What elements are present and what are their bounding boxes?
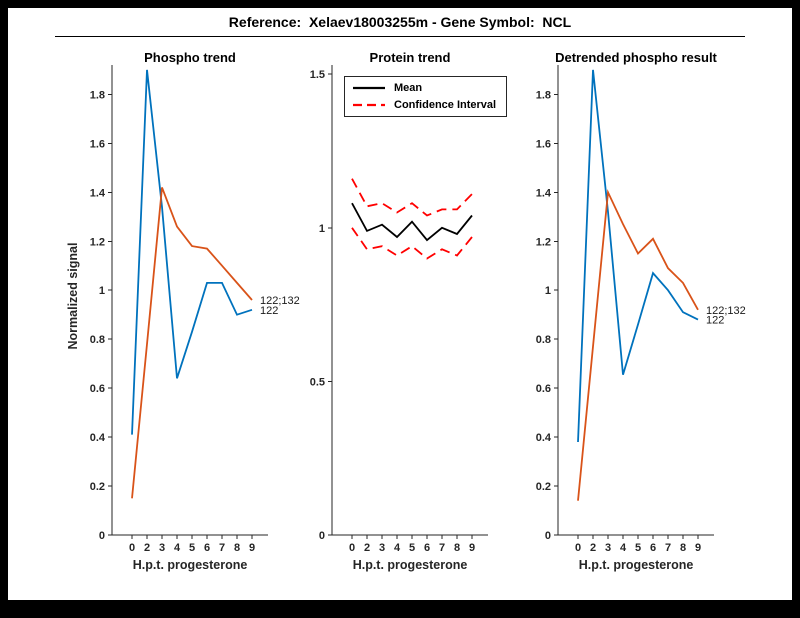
x-tick-label: 0 (129, 542, 135, 554)
xlabel-protein: H.p.t. progesterone (352, 558, 468, 572)
y-tick-label: 0.8 (536, 334, 551, 346)
x-tick-label: 4 (394, 542, 401, 554)
x-tick-label: 2 (590, 542, 596, 554)
legend-label-confidence-interval: Confidence Interval (394, 99, 497, 111)
y-tick-label: 1.4 (90, 187, 106, 199)
series-line-122 (131, 69, 253, 435)
series-end-label: 122;132 (260, 295, 300, 307)
y-tick-label: 0 (319, 530, 325, 542)
subplot-title-detrended: Detrended phospho result (555, 50, 717, 65)
x-tick-label: 0 (575, 542, 581, 554)
series-line-122-132 (131, 187, 253, 499)
y-tick-label: 1.8 (536, 89, 551, 101)
y-tick-label: 0.8 (90, 334, 105, 346)
series-end-label: 122;132 (706, 305, 746, 317)
x-tick-label: 3 (159, 542, 165, 554)
legend-label-mean: Mean (394, 82, 423, 94)
legend-row-confidence-interval: Confidence Interval (353, 98, 496, 112)
x-tick-label: 9 (695, 542, 701, 554)
y-tick-label: 0 (99, 530, 105, 542)
x-tick-label: 0 (349, 542, 355, 554)
x-tick-label: 2 (364, 542, 370, 554)
y-tick-label: 0.2 (536, 481, 551, 493)
x-tick-label: 3 (379, 542, 385, 554)
y-tick-label: 1.2 (90, 236, 105, 248)
y-tick-label: 1.5 (310, 69, 325, 81)
series-line-Confidence-Interval-upper (351, 178, 473, 217)
protein-legend: Mean Confidence Interval (344, 76, 508, 117)
x-tick-label: 8 (680, 542, 686, 554)
x-tick-label: 8 (234, 542, 240, 554)
x-tick-label: 6 (424, 542, 430, 554)
subplot-title-phospho: Phospho trend (144, 50, 236, 65)
x-tick-label: 7 (219, 542, 225, 554)
y-tick-label: 0.4 (90, 432, 106, 444)
x-tick-label: 3 (605, 542, 611, 554)
x-tick-label: 5 (635, 542, 641, 554)
confidence-interval-line-sample (353, 103, 385, 107)
x-tick-label: 2 (144, 542, 150, 554)
y-tick-label: 1.4 (536, 187, 552, 199)
y-tick-label: 0.2 (90, 481, 105, 493)
y-tick-label: 0 (545, 530, 551, 542)
y-tick-label: 0.5 (310, 376, 325, 388)
series-line-122 (577, 69, 699, 443)
series-end-label: 122 (706, 315, 724, 327)
y-tick-label: 1.6 (90, 138, 105, 150)
y-tick-label: 0.6 (90, 383, 105, 395)
xlabel-phospho: H.p.t. progesterone (132, 558, 248, 572)
title-rule (55, 36, 745, 37)
xlabel-detrended: H.p.t. progesterone (578, 558, 694, 572)
x-tick-label: 4 (174, 542, 181, 554)
x-tick-label: 7 (665, 542, 671, 554)
x-tick-label: 8 (454, 542, 460, 554)
x-tick-label: 9 (249, 542, 255, 554)
x-tick-label: 4 (620, 542, 627, 554)
figure-canvas: Reference: Xelaev18003255m - Gene Symbol… (8, 8, 792, 600)
y-tick-label: 1 (319, 223, 325, 235)
x-tick-label: 6 (650, 542, 656, 554)
figure-title: Reference: Xelaev18003255m - Gene Symbol… (228, 14, 572, 30)
plots-svg: 0 2 3 4 5 6 7 8 900.20.40.60.811.21.41.61.812212… (90, 65, 746, 554)
series-line-122-132 (577, 188, 699, 501)
legend-row-mean: Mean (353, 81, 496, 95)
series-end-label: 122 (260, 305, 278, 317)
x-tick-label: 5 (409, 542, 415, 554)
series-line-Mean (351, 202, 473, 242)
axis-spines (331, 65, 488, 536)
x-tick-label: 9 (469, 542, 475, 554)
y-tick-label: 0.4 (536, 432, 552, 444)
y-tick-label: 1.6 (536, 138, 551, 150)
y-tick-label: 1.8 (90, 89, 105, 101)
x-tick-label: 6 (204, 542, 210, 554)
ylabel-normalized-signal: Normalized signal (66, 242, 80, 350)
y-tick-label: 1.2 (536, 236, 551, 248)
y-tick-label: 1 (545, 285, 551, 297)
x-tick-label: 7 (439, 542, 445, 554)
x-tick-label: 5 (189, 542, 195, 554)
mean-line-sample (353, 86, 385, 90)
y-tick-label: 0.6 (536, 383, 551, 395)
subplot-title-protein: Protein trend (369, 50, 451, 65)
y-tick-label: 1 (99, 285, 105, 297)
